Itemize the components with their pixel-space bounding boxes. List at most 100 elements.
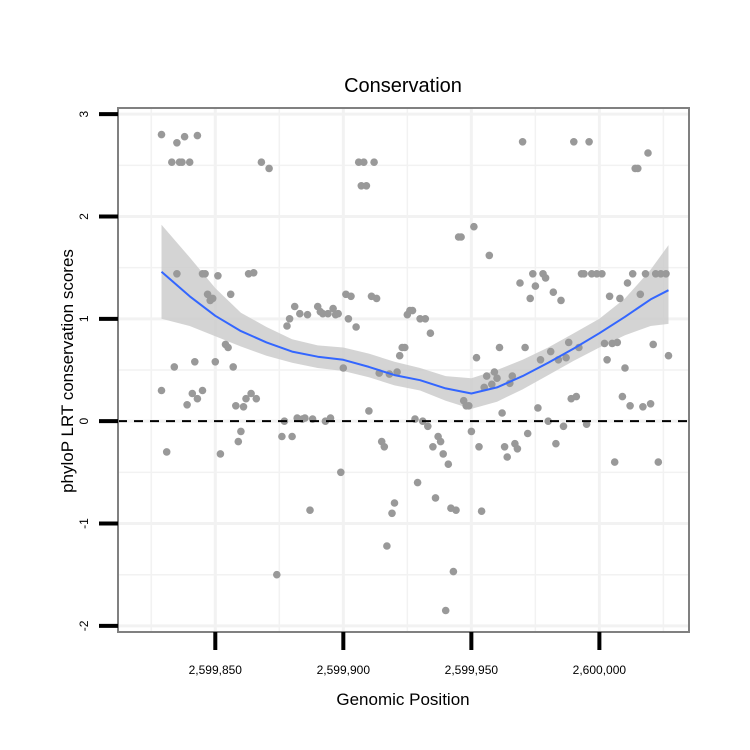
y-tick-label: -1	[77, 518, 91, 529]
data-point	[339, 364, 348, 372]
data-point	[467, 427, 476, 436]
data-point	[641, 270, 650, 278]
smooth-line	[160, 271, 669, 395]
data-point	[306, 506, 314, 514]
data-point	[488, 380, 496, 389]
data-point	[623, 279, 632, 287]
data-point	[170, 363, 179, 371]
y-tick-label: 1	[77, 315, 91, 322]
confidence-ribbon-layer	[161, 224, 669, 409]
data-point	[193, 394, 202, 403]
data-point	[208, 294, 217, 303]
data-point	[634, 164, 642, 173]
data-point	[365, 407, 373, 415]
data-point	[534, 404, 542, 412]
data-point	[362, 182, 371, 190]
data-point	[157, 130, 166, 139]
data-point	[421, 315, 430, 323]
data-point	[393, 368, 401, 376]
data-point	[370, 158, 378, 166]
data-point	[495, 343, 504, 352]
data-point	[347, 292, 355, 301]
data-point	[265, 164, 273, 173]
data-point	[600, 339, 609, 348]
data-point	[301, 414, 309, 422]
data-point	[536, 356, 545, 364]
data-point	[326, 414, 335, 422]
data-point	[472, 353, 481, 362]
data-point	[242, 394, 250, 403]
x-tick-label: 2,599,950	[445, 663, 499, 677]
data-point	[429, 443, 437, 451]
data-point	[193, 131, 202, 140]
data-point	[526, 294, 534, 303]
data-point	[252, 394, 261, 403]
data-point	[211, 358, 220, 366]
data-point	[439, 450, 448, 458]
data-point	[457, 233, 465, 241]
data-point	[649, 340, 657, 349]
data-point	[296, 309, 304, 318]
data-point	[162, 448, 171, 456]
data-point	[380, 443, 389, 451]
confidence-ribbon	[161, 224, 669, 409]
data-point	[224, 343, 232, 352]
data-point	[444, 460, 453, 469]
grid-lines	[118, 108, 689, 632]
data-point	[521, 343, 529, 352]
data-point	[598, 270, 606, 278]
data-point	[436, 437, 445, 446]
data-point	[465, 402, 473, 410]
data-point	[168, 158, 176, 166]
data-point	[580, 270, 588, 278]
data-point	[352, 323, 360, 331]
data-point	[157, 386, 166, 395]
data-point	[490, 368, 499, 376]
chart-title: Conservation	[344, 75, 462, 97]
data-point	[531, 282, 540, 290]
data-points	[157, 130, 673, 615]
data-point	[516, 279, 524, 287]
data-point	[390, 499, 399, 507]
data-point	[523, 429, 532, 438]
data-point	[285, 315, 294, 323]
data-point	[337, 468, 345, 477]
data-point	[508, 372, 517, 380]
data-point	[234, 437, 243, 446]
data-point	[185, 158, 194, 166]
y-axis: -2 -1 0 1 2 3	[77, 110, 118, 631]
data-point	[408, 306, 417, 315]
data-point	[616, 294, 624, 303]
data-point	[344, 315, 353, 323]
data-point	[585, 138, 593, 146]
data-point	[401, 343, 409, 352]
data-point	[237, 427, 245, 436]
data-point	[654, 458, 663, 466]
data-point	[552, 439, 560, 448]
data-point	[498, 409, 506, 417]
data-point	[477, 507, 486, 515]
data-point	[562, 353, 570, 362]
data-point	[383, 542, 391, 550]
data-point	[626, 402, 634, 410]
data-point	[239, 403, 248, 411]
x-tick-label: 2,599,900	[317, 663, 371, 677]
data-point	[570, 138, 578, 146]
data-point	[319, 309, 327, 318]
data-point	[470, 222, 478, 231]
data-point	[216, 450, 225, 458]
data-point	[572, 392, 581, 401]
data-point	[475, 443, 483, 451]
data-point	[324, 309, 332, 318]
y-axis-title: phyloP LRT conservation scores	[58, 249, 77, 493]
data-point	[449, 567, 458, 576]
data-point	[214, 272, 222, 280]
data-point	[546, 347, 555, 356]
data-point	[247, 389, 255, 398]
data-point	[564, 338, 573, 347]
data-point	[180, 132, 189, 141]
data-point	[557, 296, 565, 305]
panel-border	[117, 107, 690, 633]
data-point	[249, 269, 258, 277]
data-point	[191, 358, 199, 366]
